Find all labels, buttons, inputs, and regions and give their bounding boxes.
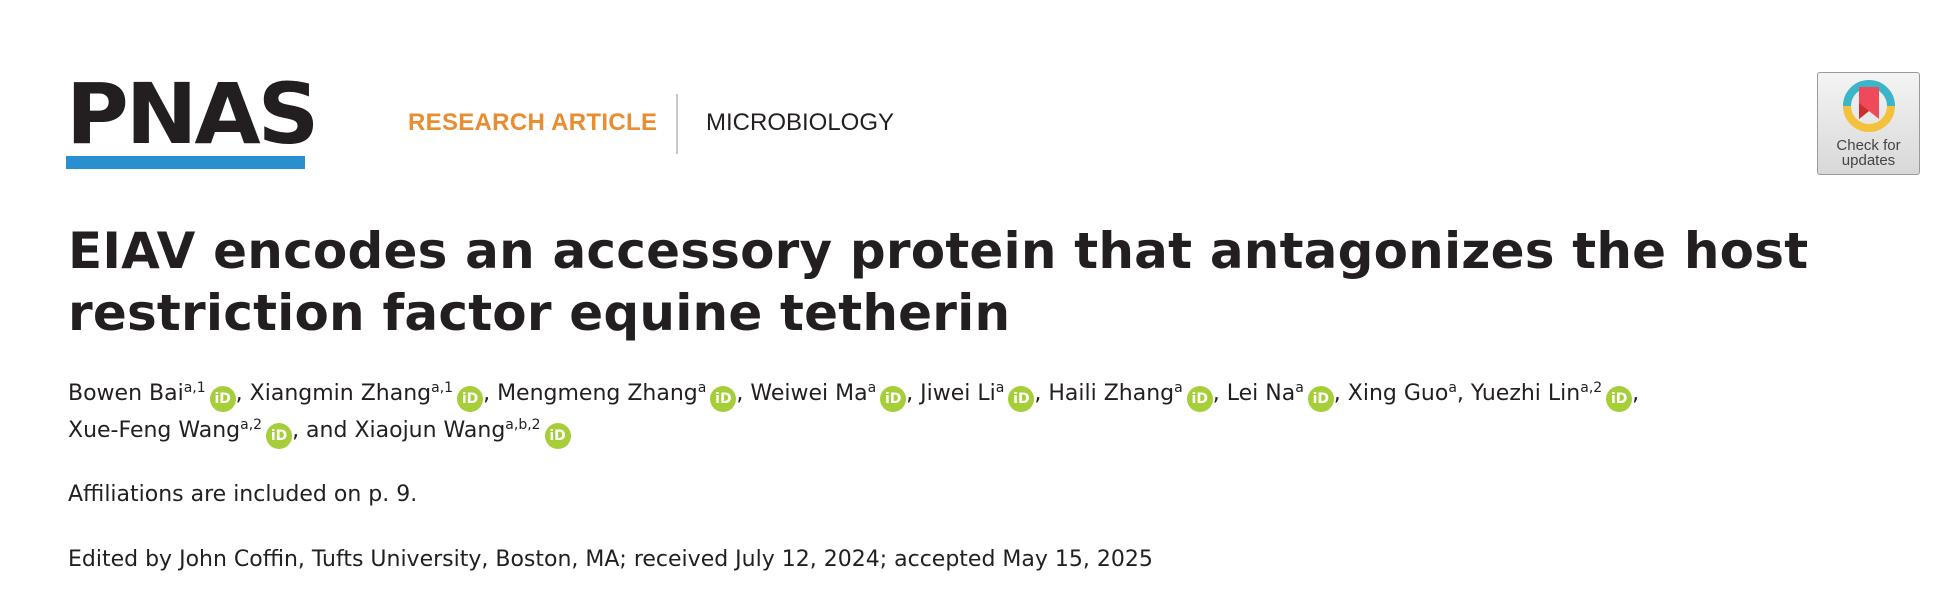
author-name[interactable]: Xiaojun Wang [354, 418, 506, 443]
author-affiliation-sup[interactable]: a,b,2 [505, 417, 541, 433]
article-type: RESEARCH ARTICLE [408, 109, 658, 136]
orcid-icon[interactable]: iD [1186, 386, 1213, 412]
author-name[interactable]: Xing Guo [1347, 381, 1449, 406]
crossmark-icon [1842, 80, 1895, 132]
article-title: EIAV encodes an accessory protein that a… [68, 222, 1809, 342]
logo-bar [66, 156, 305, 169]
author-affiliation-sup[interactable]: a,2 [1580, 380, 1603, 396]
author-name[interactable]: Lei Na [1226, 381, 1296, 406]
author-affiliation-sup[interactable]: a [867, 380, 877, 396]
orcid-icon[interactable]: iD [209, 386, 236, 412]
orcid-icon[interactable]: iD [266, 423, 293, 449]
logo-text: PNAS [66, 65, 319, 163]
orcid-icon[interactable]: iD [1307, 386, 1334, 412]
author-list: Bowen Baia,1iD, Xiangmin Zhanga,1iD, Men… [68, 375, 1888, 449]
author-name[interactable]: Xue-Feng Wang [68, 418, 241, 443]
check-updates-label: Check for updates [1836, 137, 1901, 169]
author-separator: , [736, 381, 751, 406]
author-name[interactable]: Xiangmin Zhang [249, 381, 432, 406]
author-name[interactable]: Yuezhi Lin [1470, 381, 1581, 406]
orcid-icon[interactable]: iD [1008, 386, 1035, 412]
author-affiliation-sup[interactable]: a [995, 380, 1005, 396]
editor-dates: Edited by John Coffin, Tufts University,… [68, 547, 1153, 572]
orcid-icon[interactable]: iD [457, 386, 484, 412]
author-name[interactable]: Bowen Bai [68, 381, 184, 406]
check-for-updates-button[interactable]: Check for updates [1817, 72, 1920, 175]
author-separator: , [483, 381, 498, 406]
author-separator: , [1333, 381, 1348, 406]
orcid-icon[interactable]: iD [710, 386, 737, 412]
author-affiliation-sup[interactable]: a,1 [183, 380, 206, 396]
header-divider [676, 94, 678, 154]
author-separator: , and [292, 418, 355, 443]
author-name[interactable]: Jiwei Li [920, 381, 996, 406]
author-name[interactable]: Haili Zhang [1048, 381, 1175, 406]
subject-category[interactable]: MICROBIOLOGY [706, 109, 895, 136]
author-affiliation-sup[interactable]: a [1174, 380, 1183, 396]
author-separator: , [1456, 381, 1471, 406]
author-separator: , [906, 381, 921, 406]
orcid-icon[interactable]: iD [880, 386, 907, 412]
author-separator: , [1632, 381, 1640, 406]
orcid-icon[interactable]: iD [1606, 386, 1633, 412]
author-affiliation-sup[interactable]: a,2 [240, 417, 263, 433]
author-name[interactable]: Mengmeng Zhang [497, 381, 698, 406]
author-separator: , [1034, 381, 1049, 406]
author-affiliation-sup[interactable]: a,1 [431, 380, 454, 396]
affiliations-note[interactable]: Affiliations are included on p. 9. [68, 482, 418, 507]
author-separator: , [1212, 381, 1227, 406]
author-affiliation-sup[interactable]: a [1295, 380, 1304, 396]
pnas-logo[interactable]: PNAS [66, 72, 319, 169]
author-separator: , [235, 381, 250, 406]
author-affiliation-sup[interactable]: a [1448, 380, 1457, 396]
author-affiliation-sup[interactable]: a [697, 380, 707, 396]
author-name[interactable]: Weiwei Ma [750, 381, 868, 406]
orcid-icon[interactable]: iD [544, 423, 571, 449]
